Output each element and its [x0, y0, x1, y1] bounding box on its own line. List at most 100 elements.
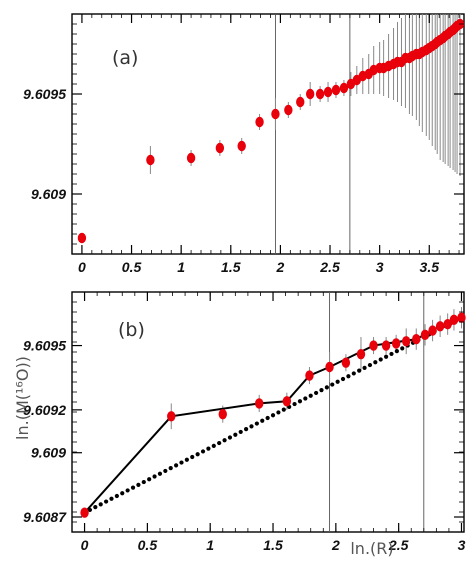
- data-point: [449, 314, 459, 326]
- fit-line-dot: [222, 438, 227, 443]
- x-tick-label: 2.5: [388, 537, 409, 553]
- data-point: [186, 152, 196, 164]
- fit-line-dot: [265, 415, 270, 421]
- fit-line-dot: [314, 390, 319, 396]
- fit-line-dot: [351, 371, 356, 376]
- panel-a-x-ticks: 0 0.5 1 1.5 2 2.5 3 3.5: [71, 14, 460, 275]
- data-point: [255, 398, 264, 409]
- panel-a-label: (a): [112, 47, 138, 69]
- fit-line-dot: [141, 479, 146, 485]
- x-tick-label: 2: [276, 259, 285, 275]
- fit-line-dot: [362, 365, 367, 370]
- panel-b: 0 0.5 1 1.5 2 2.5 3 9.6087 9.609 9.6092 9.6095 (b…: [23, 291, 466, 553]
- fit-line-dot: [249, 424, 254, 429]
- data-point: [412, 333, 421, 345]
- x-tick-label: 2: [331, 537, 340, 553]
- fit-line-dot: [254, 421, 259, 426]
- fit-line-dot: [244, 427, 249, 432]
- fit-line-dot: [330, 382, 335, 387]
- fit-line-dot: [335, 379, 340, 384]
- fit-line-dot: [238, 429, 243, 435]
- fit-line-dot: [276, 410, 281, 415]
- y-axis-title: ln.(M(¹⁶O)): [13, 356, 32, 440]
- fit-line-dot: [324, 385, 329, 390]
- data-point: [381, 340, 391, 351]
- fit-line-dot: [340, 376, 346, 382]
- panel-b-reference-lines: [329, 292, 425, 532]
- panel-a-error-bars: [149, 14, 461, 176]
- data-point: [77, 232, 87, 244]
- y-tick-label: 9.6095: [23, 338, 66, 354]
- data-point: [325, 361, 334, 373]
- x-tick-label: 0.5: [122, 259, 142, 275]
- data-point: [255, 116, 264, 128]
- fit-line-dot: [184, 457, 189, 462]
- data-point: [146, 154, 155, 166]
- fit-line-dot: [120, 491, 125, 496]
- fit-line-dot: [195, 452, 200, 457]
- x-tick-label: 3.5: [420, 259, 440, 275]
- x-tick-label: 0.5: [138, 537, 158, 553]
- fit-line-dot: [125, 488, 130, 493]
- data-point: [369, 340, 378, 351]
- fit-line-dot: [190, 454, 195, 460]
- fit-line-dot: [206, 446, 211, 451]
- fit-line-dot: [270, 413, 276, 418]
- panel-b-x-ticks: 0 0.5 1 1.5 2 2.5 3: [71, 292, 466, 553]
- x-tick-label: 3: [458, 537, 466, 553]
- data-point: [323, 86, 333, 98]
- y-tick-label: 9.6095: [23, 86, 66, 102]
- fit-line-dot: [303, 396, 308, 401]
- data-point: [305, 88, 315, 100]
- data-point: [339, 82, 349, 94]
- fit-line-dot: [389, 351, 394, 357]
- fit-line-dot: [200, 449, 206, 454]
- data-point: [402, 336, 411, 347]
- fit-line-dot: [109, 496, 114, 501]
- fit-line-dot: [136, 482, 141, 487]
- fit-line-dot: [346, 374, 351, 379]
- fit-line-dot: [104, 499, 109, 504]
- fit-line-dot: [227, 435, 233, 440]
- fit-line-dot: [93, 505, 98, 510]
- fit-line-dot: [367, 362, 373, 368]
- panel-a-y-ticks: 9.609 9.6095: [23, 23, 464, 245]
- data-point: [356, 348, 366, 360]
- data-point: [457, 312, 466, 323]
- fit-line-dot: [384, 354, 389, 359]
- data-point: [341, 357, 351, 368]
- data-point: [391, 338, 401, 349]
- fit-line-dot: [217, 440, 222, 446]
- x-tick-label: 1: [177, 259, 185, 275]
- data-point: [284, 104, 293, 116]
- x-tick-label: 0: [81, 537, 89, 553]
- x-axis-title: ln.(R): [350, 539, 393, 558]
- fit-line-dot: [373, 360, 378, 365]
- fit-line-dot: [308, 393, 313, 398]
- fit-line-dot: [152, 474, 157, 479]
- data-point: [428, 325, 437, 336]
- fit-line-dot: [233, 432, 238, 437]
- data-point: [282, 396, 292, 407]
- panel-b-label: (b): [118, 319, 145, 341]
- fit-line-dot: [157, 471, 163, 476]
- panel-b-points: [80, 312, 466, 518]
- data-point: [296, 96, 305, 108]
- fit-line-dot: [168, 466, 173, 471]
- data-point: [443, 318, 452, 330]
- fit-line-dot: [174, 463, 179, 468]
- data-point: [80, 507, 89, 518]
- x-tick-label: 1: [206, 537, 214, 553]
- fit-line-dot: [292, 401, 297, 407]
- fit-line-dot: [394, 349, 399, 354]
- data-point: [237, 140, 246, 152]
- fit-line-dot: [281, 407, 286, 412]
- x-tick-label: 3: [376, 259, 384, 275]
- fit-line-dot: [130, 485, 136, 490]
- panel-a-reference-lines: [274, 14, 351, 254]
- y-tick-label: 9.6092: [23, 402, 66, 418]
- data-point: [315, 88, 325, 100]
- fit-line-dot: [163, 468, 168, 474]
- fit-line-dot: [400, 346, 405, 351]
- data-point: [215, 142, 225, 154]
